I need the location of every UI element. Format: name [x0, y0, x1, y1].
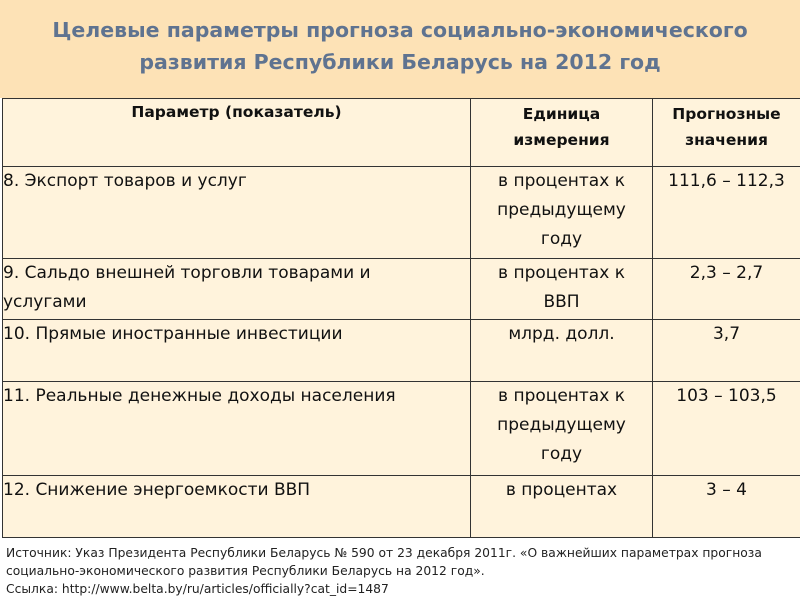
source-line-1: Источник: Указ Президента Республики Бел… — [6, 546, 762, 560]
table-header-row: Параметр (показатель) Единица измерения … — [2, 98, 800, 167]
title-line-2: развития Республики Беларусь на 2012 год — [139, 50, 661, 74]
cell-parameter: 12. Снижение энергоемкости ВВП — [2, 475, 471, 538]
cell-parameter: 8. Экспорт товаров и услуг — [2, 166, 471, 259]
cell-unit: в процентах к предыдущему году — [470, 381, 653, 476]
source-line-2: социально-экономического развития Респуб… — [6, 564, 485, 578]
cell-parameter: 10. Прямые иностранные инвестиции — [2, 319, 471, 382]
cell-unit: млрд. долл. — [470, 319, 653, 382]
table-row: 9. Сальдо внешней торговли товарами и ус… — [2, 258, 800, 320]
cell-parameter: 9. Сальдо внешней торговли товарами и ус… — [2, 258, 471, 320]
cell-value: 3,7 — [652, 319, 800, 382]
table-row: 10. Прямые иностранные инвестиции млрд. … — [2, 319, 800, 382]
cell-value: 111,6 – 112,3 — [652, 166, 800, 259]
cell-value: 3 – 4 — [652, 475, 800, 538]
cell-value: 2,3 – 2,7 — [652, 258, 800, 320]
column-header-parameter: Параметр (показатель) — [2, 98, 471, 167]
cell-unit: в процентах — [470, 475, 653, 538]
table-row: 12. Снижение энергоемкости ВВП в процент… — [2, 475, 800, 538]
source-note: Источник: Указ Президента Республики Бел… — [6, 544, 796, 598]
source-link[interactable]: Ссылка: http://www.belta.by/ru/articles/… — [6, 582, 389, 596]
column-header-forecast: Прогнозные значения — [652, 98, 800, 167]
title-line-1: Целевые параметры прогноза социально-эко… — [52, 18, 748, 42]
page-title: Целевые параметры прогноза социально-эко… — [0, 14, 800, 78]
cell-value: 103 – 103,5 — [652, 381, 800, 476]
header-band: Целевые параметры прогноза социально-эко… — [0, 0, 800, 98]
table-row: 11. Реальные денежные доходы населения в… — [2, 381, 800, 476]
table-row: 8. Экспорт товаров и услуг в процентах к… — [2, 166, 800, 259]
cell-unit: в процентах к предыдущему году — [470, 166, 653, 259]
column-header-unit: Единица измерения — [470, 98, 653, 167]
cell-parameter: 11. Реальные денежные доходы населения — [2, 381, 471, 476]
cell-unit: в процентах к ВВП — [470, 258, 653, 320]
parameters-table: Параметр (показатель) Единица измерения … — [2, 98, 800, 538]
